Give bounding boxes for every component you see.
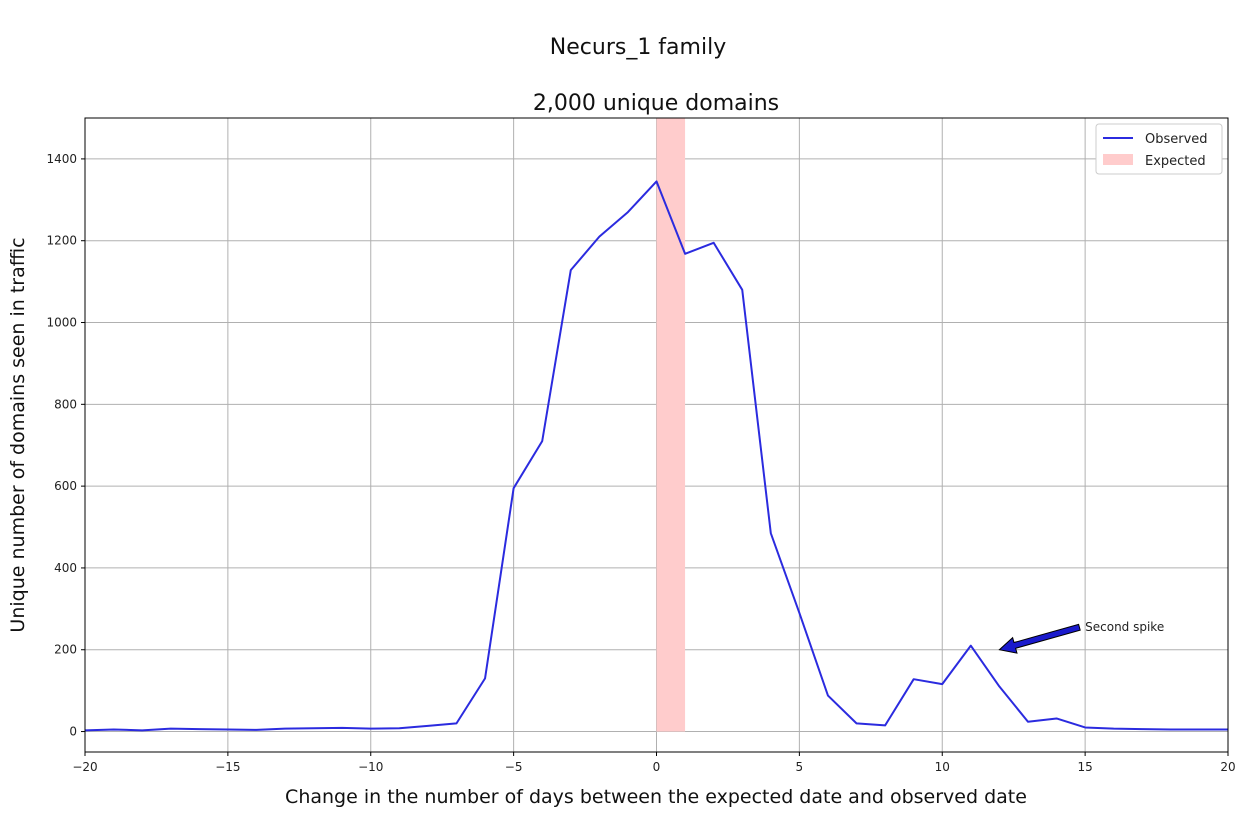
x-axis-label: Change in the number of days between the…: [285, 786, 1027, 808]
ticks: −20 −15 −10 −5 0 5 10 15 20020040060080010001200…: [46, 152, 1235, 774]
x-tick-label: −20: [72, 760, 97, 774]
x-tick-label: 0: [653, 760, 661, 774]
annotation-group: Second spike: [998, 620, 1164, 654]
observed-line: [84, 180, 1228, 732]
y-tick-label: 1400: [46, 152, 77, 166]
y-tick-label: 800: [54, 397, 77, 411]
legend-expected-swatch: [1103, 154, 1133, 165]
legend-expected-label: Expected: [1145, 154, 1206, 169]
y-axis-label: Unique number of domains seen in traffic: [7, 237, 29, 632]
y-tick-label: 1000: [46, 316, 77, 330]
y-tick-label: 0: [69, 725, 77, 739]
x-tick-label: 10: [935, 760, 950, 774]
annotation-arrow: [998, 623, 1081, 654]
x-tick-label: −15: [215, 760, 240, 774]
series-group: [84, 180, 1228, 732]
legend-observed-label: Observed: [1145, 132, 1208, 147]
legend: Observed Expected: [1095, 123, 1223, 175]
annotation-text: Second spike: [1085, 620, 1164, 634]
x-tick-label: 20: [1220, 760, 1235, 774]
chart-subtitle: 2,000 unique domains: [533, 91, 779, 116]
expected-band-group: [656, 118, 686, 732]
chart-title: Necurs_1 family: [550, 35, 726, 60]
x-tick-label: −5: [505, 760, 523, 774]
x-tick-label: 5: [796, 760, 804, 774]
y-tick-label: 1200: [46, 234, 77, 248]
y-tick-label: 600: [54, 479, 77, 493]
expected-band: [656, 118, 686, 732]
x-tick-label: 15: [1077, 760, 1092, 774]
x-tick-label: −10: [358, 760, 383, 774]
y-tick-label: 400: [54, 561, 77, 575]
y-tick-label: 200: [54, 643, 77, 657]
